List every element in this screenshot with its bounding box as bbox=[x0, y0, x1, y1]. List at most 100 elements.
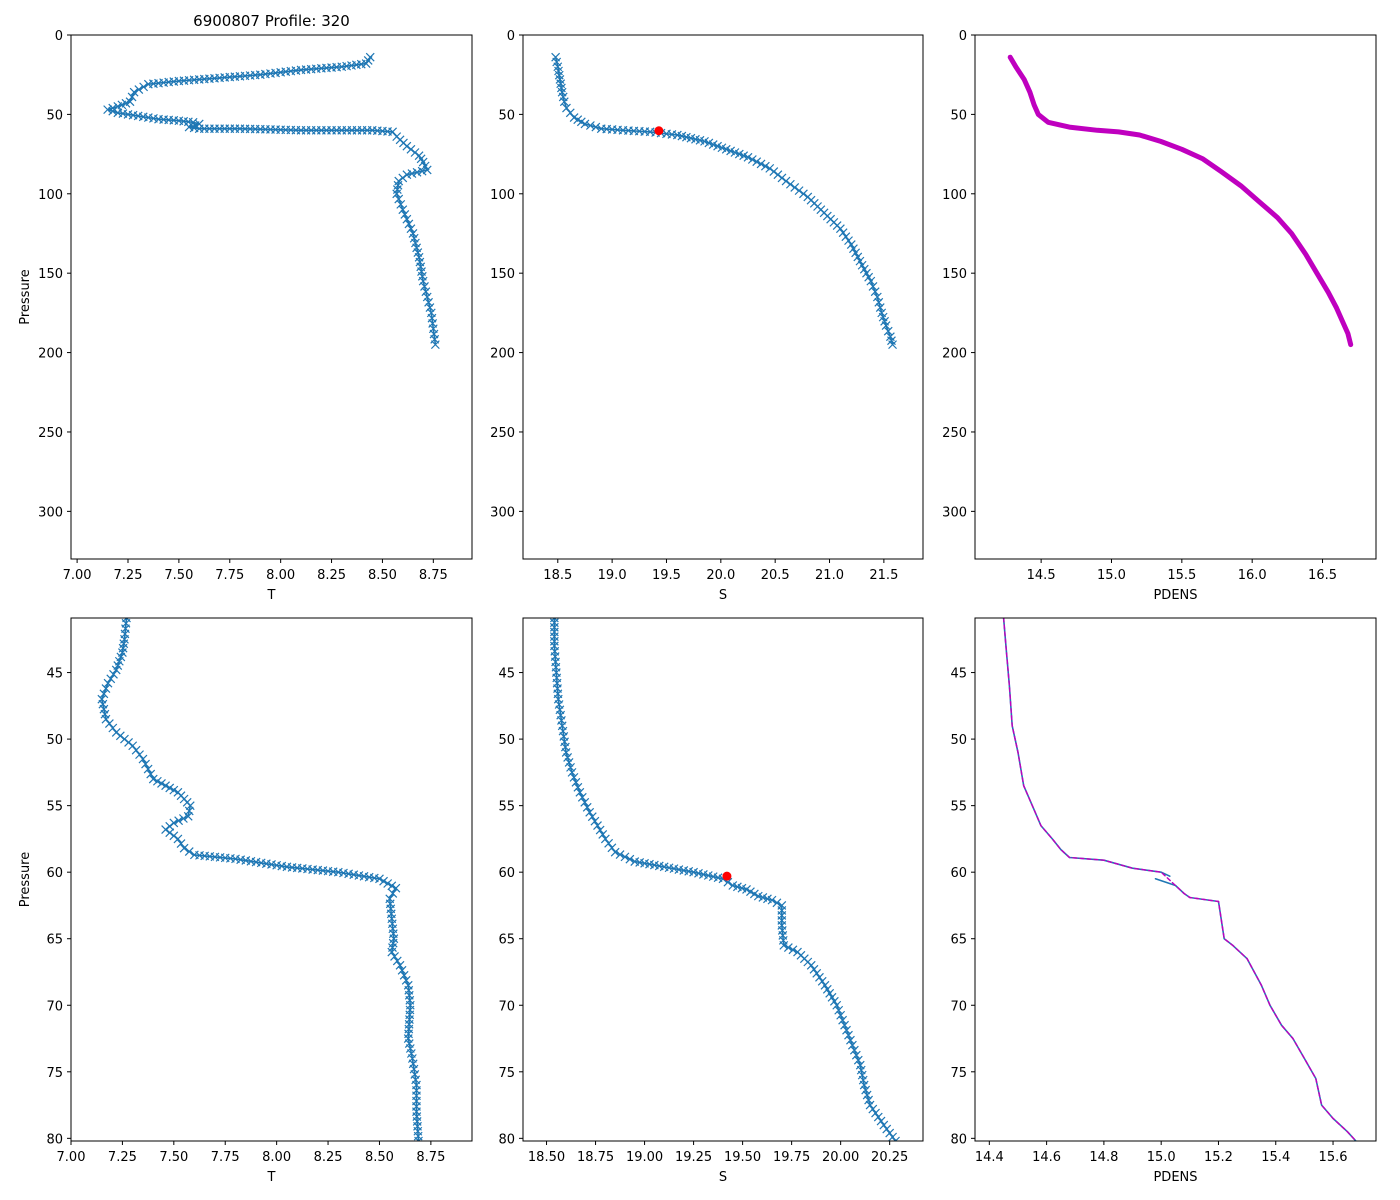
bottom-temperature-point bbox=[148, 774, 158, 784]
bottom-density-xtick-label: 15.6 bbox=[1319, 1150, 1348, 1165]
top-salinity-point bbox=[752, 157, 762, 167]
bottom-salinity-point bbox=[842, 1025, 851, 1035]
top-salinity-ytick-label: 150 bbox=[490, 267, 515, 282]
bottom-salinity-xtick-label: 19.00 bbox=[626, 1150, 663, 1165]
bottom-density-xtick-label: 14.8 bbox=[1089, 1150, 1118, 1165]
top-temperature-ylabel: Pressure bbox=[18, 269, 33, 325]
bottom-temperature-point bbox=[152, 776, 162, 786]
top-density-ytick-label: 50 bbox=[950, 108, 967, 123]
bottom-salinity-ytick-label: 55 bbox=[498, 800, 515, 815]
bottom-temperature-axes-frame bbox=[70, 617, 473, 1142]
top-salinity-point bbox=[765, 163, 775, 173]
bottom-salinity-panel: 18.50 18.75 19.00 19.25 19.50 19.75 20.00 20.25… bbox=[498, 617, 924, 1185]
top-temperature-point bbox=[129, 87, 139, 97]
top-salinity-xtick-label: 20.5 bbox=[761, 568, 790, 583]
bottom-temperature-point bbox=[109, 669, 118, 679]
top-salinity-panel: 18.5 19.0 19.5 20.0 20.5 21.0 21.5 0 50 100 150 200… bbox=[490, 29, 924, 603]
top-temperature-series-0 bbox=[106, 56, 437, 346]
top-salinity-point bbox=[760, 161, 770, 171]
bottom-salinity-mld-marker bbox=[722, 871, 732, 881]
top-salinity-point bbox=[851, 248, 861, 258]
top-salinity-point bbox=[747, 155, 757, 164]
bottom-salinity-point bbox=[847, 1040, 857, 1050]
bottom-salinity-point bbox=[604, 838, 614, 848]
bottom-density-ytick-label: 75 bbox=[950, 1066, 967, 1081]
bottom-salinity-point bbox=[809, 964, 819, 974]
top-density-xtick-label: 14.5 bbox=[1027, 568, 1056, 583]
bottom-density-axes-frame bbox=[974, 617, 1377, 1142]
bottom-temperature-point bbox=[111, 665, 121, 675]
top-temperature-point bbox=[424, 297, 433, 307]
top-salinity-point bbox=[565, 108, 575, 118]
top-density-ytick-label: 200 bbox=[942, 347, 967, 362]
bottom-salinity-point bbox=[815, 972, 824, 982]
bottom-temperature-ytick-label: 60 bbox=[46, 866, 63, 881]
bottom-salinity-point bbox=[600, 834, 610, 844]
top-salinity-ytick-label: 250 bbox=[490, 426, 515, 441]
bottom-salinity-xtick-label: 19.25 bbox=[675, 1150, 712, 1165]
top-salinity-point bbox=[562, 103, 571, 113]
bottom-salinity-point bbox=[806, 960, 816, 970]
bottom-temperature-xtick-label: 8.75 bbox=[416, 1150, 445, 1165]
top-temperature-xtick-label: 8.25 bbox=[317, 568, 346, 583]
bottom-temperature-xtick-label: 7.50 bbox=[159, 1150, 188, 1165]
bottom-temperature-point bbox=[391, 883, 401, 893]
bottom-temperature-ytick-label: 70 bbox=[46, 999, 63, 1014]
bottom-salinity-markers bbox=[549, 618, 900, 1141]
top-temperature-point bbox=[404, 219, 414, 229]
bottom-salinity-point bbox=[827, 992, 837, 1002]
bottom-temperature-xtick-label: 8.00 bbox=[262, 1150, 291, 1165]
top-temperature-point bbox=[422, 165, 432, 175]
bottom-salinity-point bbox=[825, 988, 835, 998]
top-salinity-xtick-label: 19.0 bbox=[598, 568, 627, 583]
bottom-salinity-point bbox=[580, 797, 590, 807]
top-temperature-ytick-label: 200 bbox=[38, 347, 63, 362]
top-temperature-point bbox=[143, 79, 153, 89]
top-salinity-point bbox=[756, 159, 766, 169]
bottom-salinity-point bbox=[891, 1136, 900, 1141]
bottom-salinity-point bbox=[840, 1020, 849, 1030]
bottom-salinity-point bbox=[610, 847, 620, 857]
top-salinity-point bbox=[777, 173, 787, 183]
top-salinity-axes-frame bbox=[522, 34, 924, 560]
bottom-salinity-point bbox=[859, 1080, 869, 1090]
bottom-salinity-point bbox=[820, 980, 830, 990]
bottom-density-data bbox=[1002, 618, 1357, 1141]
top-salinity-point bbox=[844, 236, 853, 246]
top-salinity-point bbox=[790, 183, 800, 192]
bottom-salinity-point bbox=[625, 854, 635, 864]
bottom-temperature-xtick-label: 7.75 bbox=[211, 1150, 240, 1165]
bottom-temperature-point bbox=[401, 975, 411, 985]
bottom-temperature-point bbox=[179, 843, 189, 853]
bottom-temperature-ytick-label: 45 bbox=[46, 667, 63, 682]
top-temperature-ytick-label: 300 bbox=[38, 505, 63, 520]
top-salinity-point bbox=[559, 97, 569, 107]
top-temperature-point bbox=[430, 340, 440, 350]
bottom-density-ytick-label: 55 bbox=[950, 800, 967, 815]
bottom-temperature-point bbox=[395, 960, 405, 970]
bottom-salinity-point bbox=[838, 1015, 848, 1025]
bottom-density-ytick-label: 45 bbox=[950, 667, 967, 682]
top-salinity-point bbox=[835, 224, 845, 234]
top-salinity-xtick-label: 21.5 bbox=[869, 568, 898, 583]
top-salinity-xtick-label: 19.5 bbox=[652, 568, 681, 583]
bottom-salinity-point bbox=[590, 816, 600, 826]
bottom-salinity-point bbox=[844, 1030, 853, 1040]
bottom-temperature-point bbox=[379, 876, 388, 886]
bottom-density-xtick-label: 15.0 bbox=[1147, 1150, 1176, 1165]
bottom-temperature-point bbox=[399, 970, 409, 980]
bottom-salinity-xlabel: S bbox=[719, 1170, 727, 1185]
top-salinity-series-0 bbox=[554, 56, 894, 346]
bottom-temperature-point bbox=[169, 785, 179, 795]
bottom-density-ytick-label: 80 bbox=[950, 1132, 967, 1147]
top-salinity-mld-marker bbox=[654, 126, 664, 136]
top-temperature-point bbox=[407, 169, 417, 178]
bottom-salinity-point bbox=[879, 1120, 889, 1130]
top-salinity-data bbox=[551, 52, 897, 350]
bottom-salinity-point bbox=[564, 757, 574, 767]
bottom-temperature-point bbox=[138, 754, 148, 764]
top-salinity-point bbox=[881, 321, 891, 331]
top-salinity-xtick-label: 18.5 bbox=[543, 568, 572, 583]
bottom-temperature-xlabel: T bbox=[267, 1170, 276, 1185]
